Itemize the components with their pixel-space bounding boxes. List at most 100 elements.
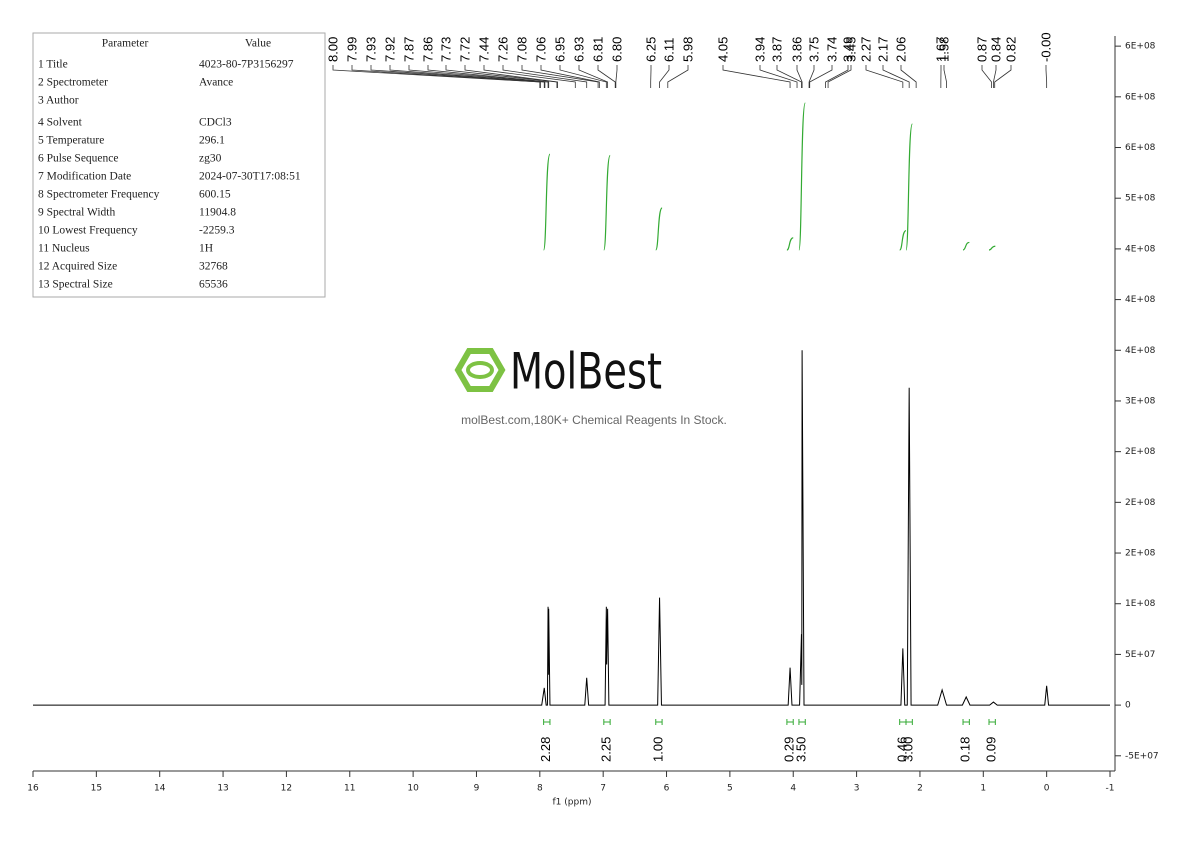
integral-curve <box>989 246 995 250</box>
peak-leader <box>760 65 797 88</box>
peak-label: 7.72 <box>457 37 472 62</box>
peak-label: 2.27 <box>858 37 873 62</box>
table-frame <box>33 33 325 297</box>
param-value: zg30 <box>199 153 222 165</box>
peak-leader <box>616 65 617 88</box>
y-tick-label: 6E+08 <box>1125 42 1156 52</box>
peak-label: 8.00 <box>325 37 340 62</box>
x-tick-label: 8 <box>537 784 543 794</box>
integral-curve <box>787 238 793 250</box>
x-tick-label: 12 <box>281 784 292 794</box>
integral-bracket <box>604 719 610 725</box>
integral-label: 1.00 <box>650 737 665 762</box>
integral-curve <box>963 242 969 250</box>
peak-label: 7.86 <box>420 37 435 62</box>
peak-label: 7.93 <box>363 37 378 62</box>
integral-bracket <box>787 719 793 725</box>
x-tick-label: 13 <box>217 784 228 794</box>
peak-label: 6.25 <box>643 37 658 62</box>
peak-label: 3.87 <box>769 37 784 62</box>
integral-curve <box>906 124 912 250</box>
peak-label: 6.11 <box>661 38 676 62</box>
integral-bracket <box>963 719 969 725</box>
x-tick-label: 3 <box>854 784 860 794</box>
peak-label: 0.87 <box>974 37 989 62</box>
param-value: 1H <box>199 243 213 255</box>
watermark: MolBest molBest.com,180K+ Chemical Reage… <box>458 343 727 428</box>
peak-label: 4.05 <box>715 37 730 62</box>
peak-leader <box>826 65 848 88</box>
param-name: 13 Spectral Size <box>38 279 113 291</box>
peak-label: 7.99 <box>344 37 359 62</box>
param-name: 8 Spectrometer Frequency <box>38 189 160 201</box>
logo-ring <box>468 363 492 377</box>
peak-label: 7.26 <box>495 37 510 62</box>
peak-label: 7.87 <box>401 37 416 62</box>
peak-label: 3.74 <box>824 37 839 62</box>
integral-bracket <box>900 719 906 725</box>
integral-bracket <box>906 719 912 725</box>
x-tick-label: 2 <box>917 784 923 794</box>
peak-label: 7.73 <box>438 37 453 62</box>
y-tick-label: 2E+08 <box>1125 498 1156 508</box>
x-tick-label: 16 <box>27 784 39 794</box>
param-value: Avance <box>199 77 233 89</box>
param-name: 7 Modification Date <box>38 171 131 183</box>
y-tick-label: 3E+08 <box>1125 396 1156 406</box>
param-value: 32768 <box>199 261 228 273</box>
param-value: 11904.8 <box>199 207 236 219</box>
logo-hexagon <box>458 351 502 389</box>
peak-label: 3.94 <box>752 37 767 62</box>
param-name: 10 Lowest Frequency <box>38 225 138 237</box>
peak-label: 1.58 <box>936 37 951 62</box>
integral-curve <box>900 231 906 250</box>
peak-label: 6.80 <box>609 37 624 62</box>
y-tick-label: 6E+08 <box>1125 143 1156 153</box>
peak-label: 3.86 <box>789 37 804 62</box>
param-name: 3 Author <box>38 95 79 107</box>
y-tick-label: 4E+08 <box>1125 244 1156 254</box>
integral-curve <box>799 103 805 250</box>
param-name: 2 Spectrometer <box>38 77 108 89</box>
integral-label: 0.18 <box>958 737 973 762</box>
y-tick-label: 4E+08 <box>1125 295 1156 305</box>
y-tick-label: 6E+08 <box>1125 92 1156 102</box>
y-tick-label: 5E+08 <box>1125 194 1156 204</box>
integral-label: 3.50 <box>794 737 809 762</box>
tagline: molBest.com,180K+ Chemical Reagents In S… <box>461 413 727 427</box>
y-tick-label: 5E+07 <box>1125 650 1155 660</box>
integral-bracket <box>799 719 805 725</box>
peak-label: 0.84 <box>988 37 1003 62</box>
spectrum <box>33 350 1110 705</box>
peak-leader <box>1046 65 1047 88</box>
param-name: 12 Acquired Size <box>38 261 117 273</box>
x-tick-label: 10 <box>407 784 419 794</box>
table-header: Parameter <box>102 38 149 50</box>
y-tick-label: 4E+08 <box>1125 346 1156 356</box>
param-name: 5 Temperature <box>38 135 104 147</box>
x-tick-label: 11 <box>344 784 355 794</box>
param-name: 11 Nucleus <box>38 243 90 255</box>
peak-label: 7.08 <box>514 37 529 62</box>
x-tick-label: 6 <box>664 784 670 794</box>
param-name: 1 Title <box>38 59 68 71</box>
y-tick-label: 0 <box>1125 701 1131 711</box>
x-tick-label: 5 <box>727 784 733 794</box>
integral-bracket <box>656 719 662 725</box>
param-value: -2259.3 <box>199 225 235 237</box>
y-tick-label: 2E+08 <box>1125 447 1156 457</box>
peak-label: 2.17 <box>875 37 890 62</box>
param-value: 2024-07-30T17:08:51 <box>199 171 301 183</box>
peak-leader <box>810 65 832 88</box>
brand: MolBest <box>510 343 662 401</box>
integral-curve <box>544 154 550 250</box>
param-value: 65536 <box>199 279 228 291</box>
param-value: 600.15 <box>199 189 231 201</box>
x-tick-label: -1 <box>1106 784 1115 794</box>
x-tick-label: 1 <box>980 784 986 794</box>
peak-leader <box>828 65 851 88</box>
integral-label: 2.28 <box>538 737 553 762</box>
